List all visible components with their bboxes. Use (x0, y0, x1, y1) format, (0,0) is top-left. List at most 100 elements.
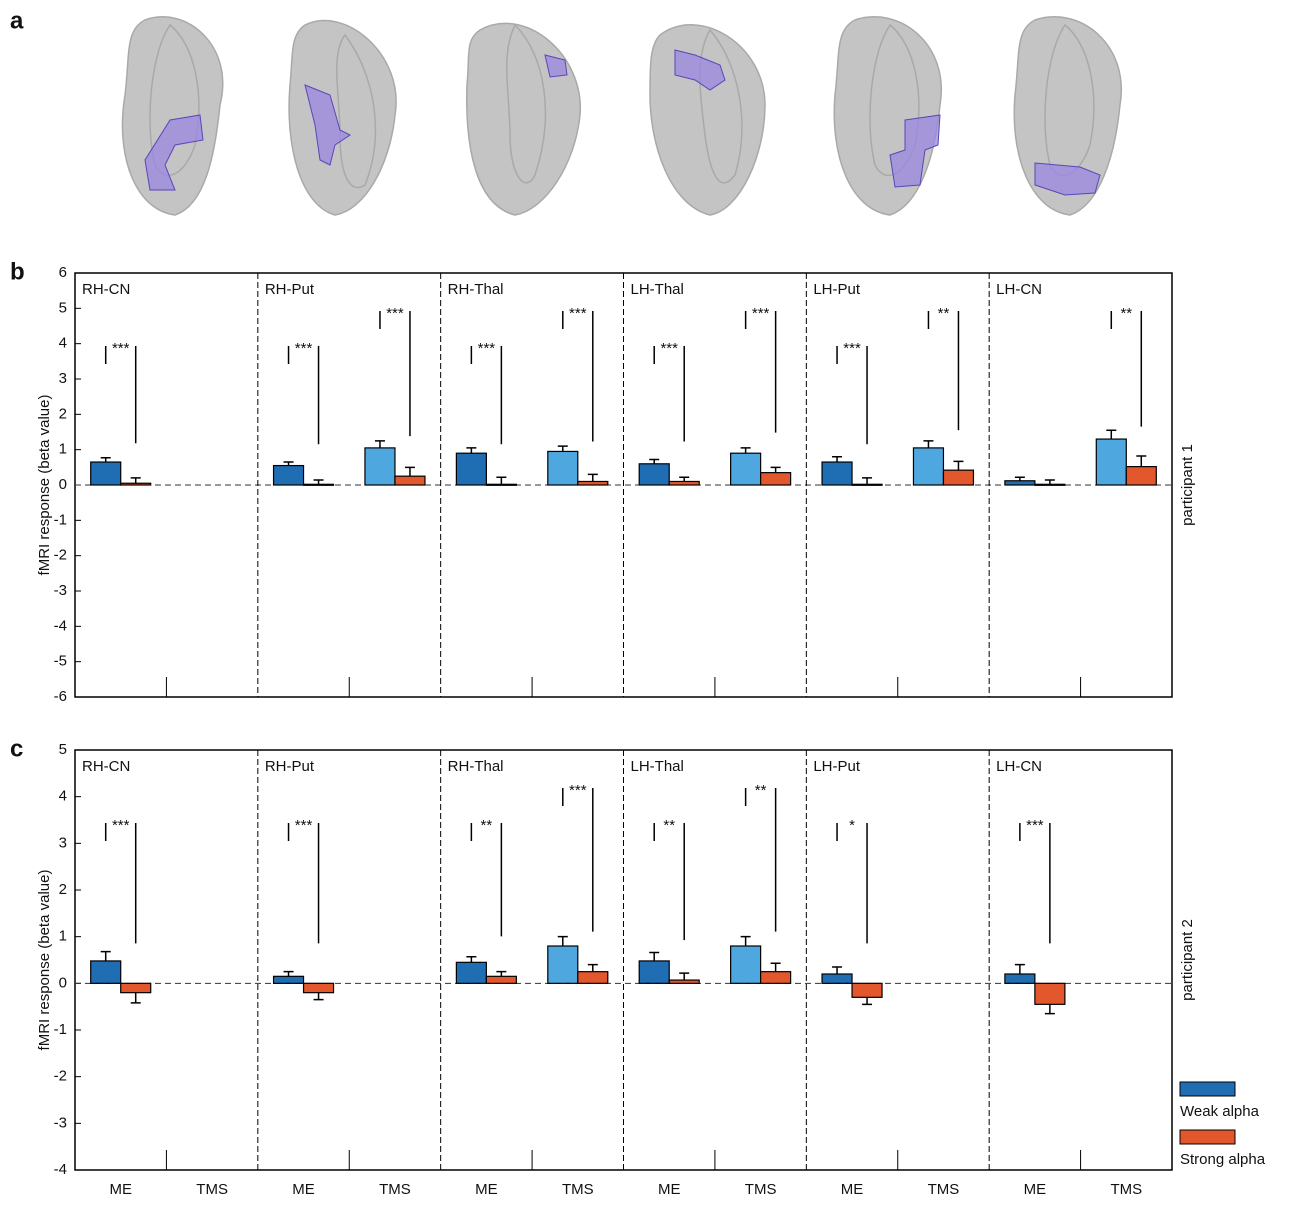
bar (822, 462, 852, 485)
error-bar (101, 952, 111, 961)
significance-bracket (289, 346, 319, 444)
significance-label: *** (660, 340, 678, 357)
side-label: participant 1 (1179, 444, 1196, 526)
y-tick-label: 5 (59, 741, 67, 758)
significance-bracket (471, 346, 501, 444)
bar (395, 476, 425, 485)
panel-label: c (10, 735, 23, 762)
x-tick-label: ME (841, 1181, 864, 1198)
bar (1005, 974, 1035, 983)
region-name: LH-Thal (631, 758, 684, 775)
error-bar (1015, 965, 1025, 974)
x-tick-label: TMS (379, 1181, 411, 1198)
error-bar (649, 953, 659, 961)
bar (669, 980, 699, 983)
error-bar (832, 457, 842, 462)
region-name: LH-Put (813, 758, 861, 775)
error-bar (558, 937, 568, 946)
bar (91, 961, 121, 983)
bar (486, 976, 516, 983)
bar (91, 462, 121, 485)
significance-bracket (1111, 311, 1141, 427)
y-tick-label: -1 (54, 511, 67, 528)
error-bar (131, 993, 141, 1003)
bar (669, 481, 699, 485)
region-name: LH-Put (813, 281, 861, 298)
significance-label: ** (663, 817, 675, 834)
figure: a bfMRI (0, 0, 1299, 1209)
bar (365, 448, 395, 485)
significance-bracket (1020, 823, 1050, 943)
error-bar (101, 458, 111, 462)
y-axis-label: fMRI response (beta value) (36, 870, 53, 1051)
significance-label: *** (478, 340, 496, 357)
bar (943, 470, 973, 485)
bar (822, 974, 852, 983)
bar (578, 972, 608, 984)
error-bar (953, 461, 963, 470)
region-name: LH-CN (996, 758, 1042, 775)
bar (304, 484, 334, 485)
bar (274, 976, 304, 983)
significance-label: *** (112, 340, 130, 357)
error-bar (741, 937, 751, 946)
error-bar (1106, 430, 1116, 439)
error-bar (405, 467, 415, 476)
significance-label: *** (112, 817, 130, 834)
y-tick-label: -1 (54, 1021, 67, 1038)
y-tick-label: -3 (54, 1114, 67, 1131)
region-name: RH-Thal (448, 758, 504, 775)
error-bar (588, 965, 598, 972)
significance-label: ** (938, 305, 950, 322)
y-tick-label: 0 (59, 974, 67, 991)
significance-bracket (837, 346, 867, 444)
x-tick-label: TMS (562, 1181, 594, 1198)
error-bar (741, 448, 751, 453)
error-bar (558, 446, 568, 451)
y-tick-label: 2 (59, 881, 67, 898)
error-bar (375, 441, 385, 448)
error-bar (862, 478, 872, 484)
bar (913, 448, 943, 485)
region-name: LH-CN (996, 281, 1042, 298)
significance-label: *** (569, 782, 587, 799)
x-tick-label: TMS (1110, 1181, 1142, 1198)
y-tick-label: 2 (59, 405, 67, 422)
brain-renderings (122, 17, 1121, 215)
significance-bracket (380, 311, 410, 436)
significance-bracket (289, 823, 319, 943)
error-bar (679, 973, 689, 980)
y-tick-label: -4 (54, 617, 67, 634)
x-tick-label: ME (109, 1181, 132, 1198)
bar (761, 473, 791, 485)
y-tick-label: -5 (54, 653, 67, 670)
bar (578, 481, 608, 485)
significance-label: *** (752, 305, 770, 322)
y-tick-label: 1 (59, 928, 67, 945)
x-tick-label: TMS (196, 1181, 228, 1198)
significance-bracket (746, 311, 776, 433)
significance-label: *** (386, 305, 404, 322)
error-bar (284, 972, 294, 977)
significance-label: *** (843, 340, 861, 357)
bar (1096, 439, 1126, 485)
y-tick-label: 6 (59, 264, 67, 281)
significance-bracket (106, 823, 136, 943)
significance-bracket (654, 823, 684, 940)
bar (486, 484, 516, 485)
significance-label: *** (569, 305, 587, 322)
significance-label: ** (481, 817, 493, 834)
side-label: participant 2 (1179, 919, 1196, 1001)
x-tick-label: ME (1024, 1181, 1047, 1198)
error-bar (832, 967, 842, 974)
y-tick-label: 0 (59, 476, 67, 493)
y-tick-label: -3 (54, 582, 67, 599)
y-tick-label: -2 (54, 1068, 67, 1085)
bar (731, 946, 761, 983)
bar (456, 962, 486, 983)
error-bar (649, 460, 659, 464)
significance-bracket (654, 346, 684, 441)
error-bar (314, 993, 324, 1000)
error-bar (1136, 456, 1146, 467)
x-tick-label: ME (292, 1181, 315, 1198)
